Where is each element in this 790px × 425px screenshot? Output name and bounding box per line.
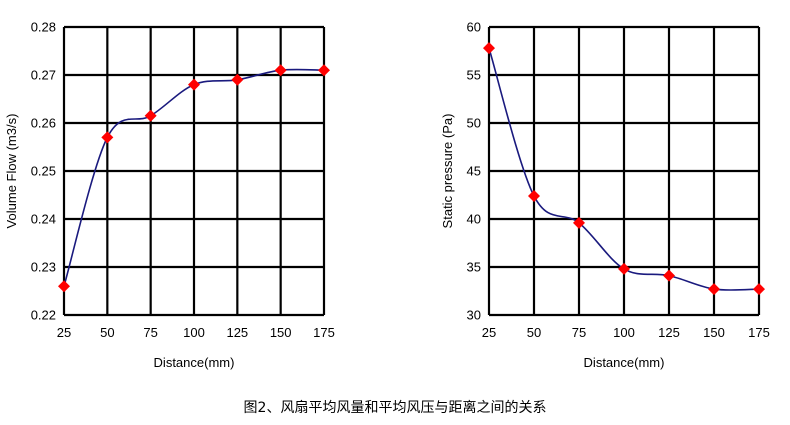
figure-caption: 图2、风扇平均风量和平均风压与距离之间的关系 bbox=[244, 399, 547, 416]
y-tick-label: 0.27 bbox=[31, 68, 56, 83]
y-tick-label: 0.22 bbox=[31, 308, 56, 323]
volume-flow-chart: 0.22 0.23 0.24 0.25 0.26 0.27 0.28 25 50 75 100 125… bbox=[4, 20, 335, 371]
x-tick-label: 150 bbox=[270, 325, 292, 340]
y-tick-label: 40 bbox=[467, 212, 481, 227]
x-axis-title: Distance(mm) bbox=[154, 355, 235, 370]
x-tick-label: 50 bbox=[100, 325, 114, 340]
y-tick-label: 0.26 bbox=[31, 116, 56, 131]
y-tick-label: 60 bbox=[467, 20, 481, 35]
data-point-marker bbox=[753, 283, 765, 296]
data-point-marker bbox=[274, 64, 287, 77]
static-pressure-chart: 30 35 40 45 50 55 60 25 50 75 100 125 150 175 Distance… bbox=[440, 20, 770, 371]
x-axis-title: Distance(mm) bbox=[584, 355, 665, 370]
y-tick-label: 50 bbox=[467, 116, 481, 131]
x-tick-label: 175 bbox=[313, 325, 335, 340]
y-tick-label: 0.24 bbox=[31, 212, 56, 227]
y-tick-label: 0.25 bbox=[31, 164, 56, 179]
data-point-marker bbox=[231, 73, 244, 86]
x-tick-label: 175 bbox=[748, 325, 770, 340]
x-tick-label: 75 bbox=[572, 325, 586, 340]
y-tick-label: 0.28 bbox=[31, 20, 56, 35]
data-point-marker bbox=[144, 109, 157, 122]
data-point-marker bbox=[483, 42, 495, 55]
x-tick-label: 125 bbox=[226, 325, 248, 340]
y-tick-label: 0.23 bbox=[31, 260, 56, 275]
x-tick-label: 125 bbox=[658, 325, 680, 340]
data-point-marker bbox=[58, 280, 70, 293]
data-point-marker bbox=[708, 283, 720, 296]
x-tick-label: 100 bbox=[613, 325, 635, 340]
y-tick-label: 30 bbox=[467, 308, 481, 323]
data-point-marker bbox=[618, 262, 630, 275]
data-point-marker bbox=[318, 64, 330, 77]
y-tick-label: 55 bbox=[467, 68, 481, 83]
x-tick-label: 25 bbox=[482, 325, 496, 340]
y-tick-label: 35 bbox=[467, 260, 481, 275]
x-tick-label: 25 bbox=[57, 325, 71, 340]
y-axis-title: Static pressure (Pa) bbox=[440, 114, 455, 229]
data-point-marker bbox=[528, 189, 540, 202]
data-point-marker bbox=[101, 131, 114, 144]
x-tick-label: 150 bbox=[703, 325, 725, 340]
data-point-marker bbox=[573, 216, 585, 229]
data-point-marker bbox=[188, 78, 200, 91]
y-tick-label: 45 bbox=[467, 164, 481, 179]
x-tick-label: 75 bbox=[143, 325, 157, 340]
x-tick-label: 50 bbox=[527, 325, 541, 340]
x-tick-label: 100 bbox=[183, 325, 205, 340]
y-axis-title: Volume Flow (m3/s) bbox=[4, 114, 19, 229]
data-point-marker bbox=[663, 269, 675, 282]
